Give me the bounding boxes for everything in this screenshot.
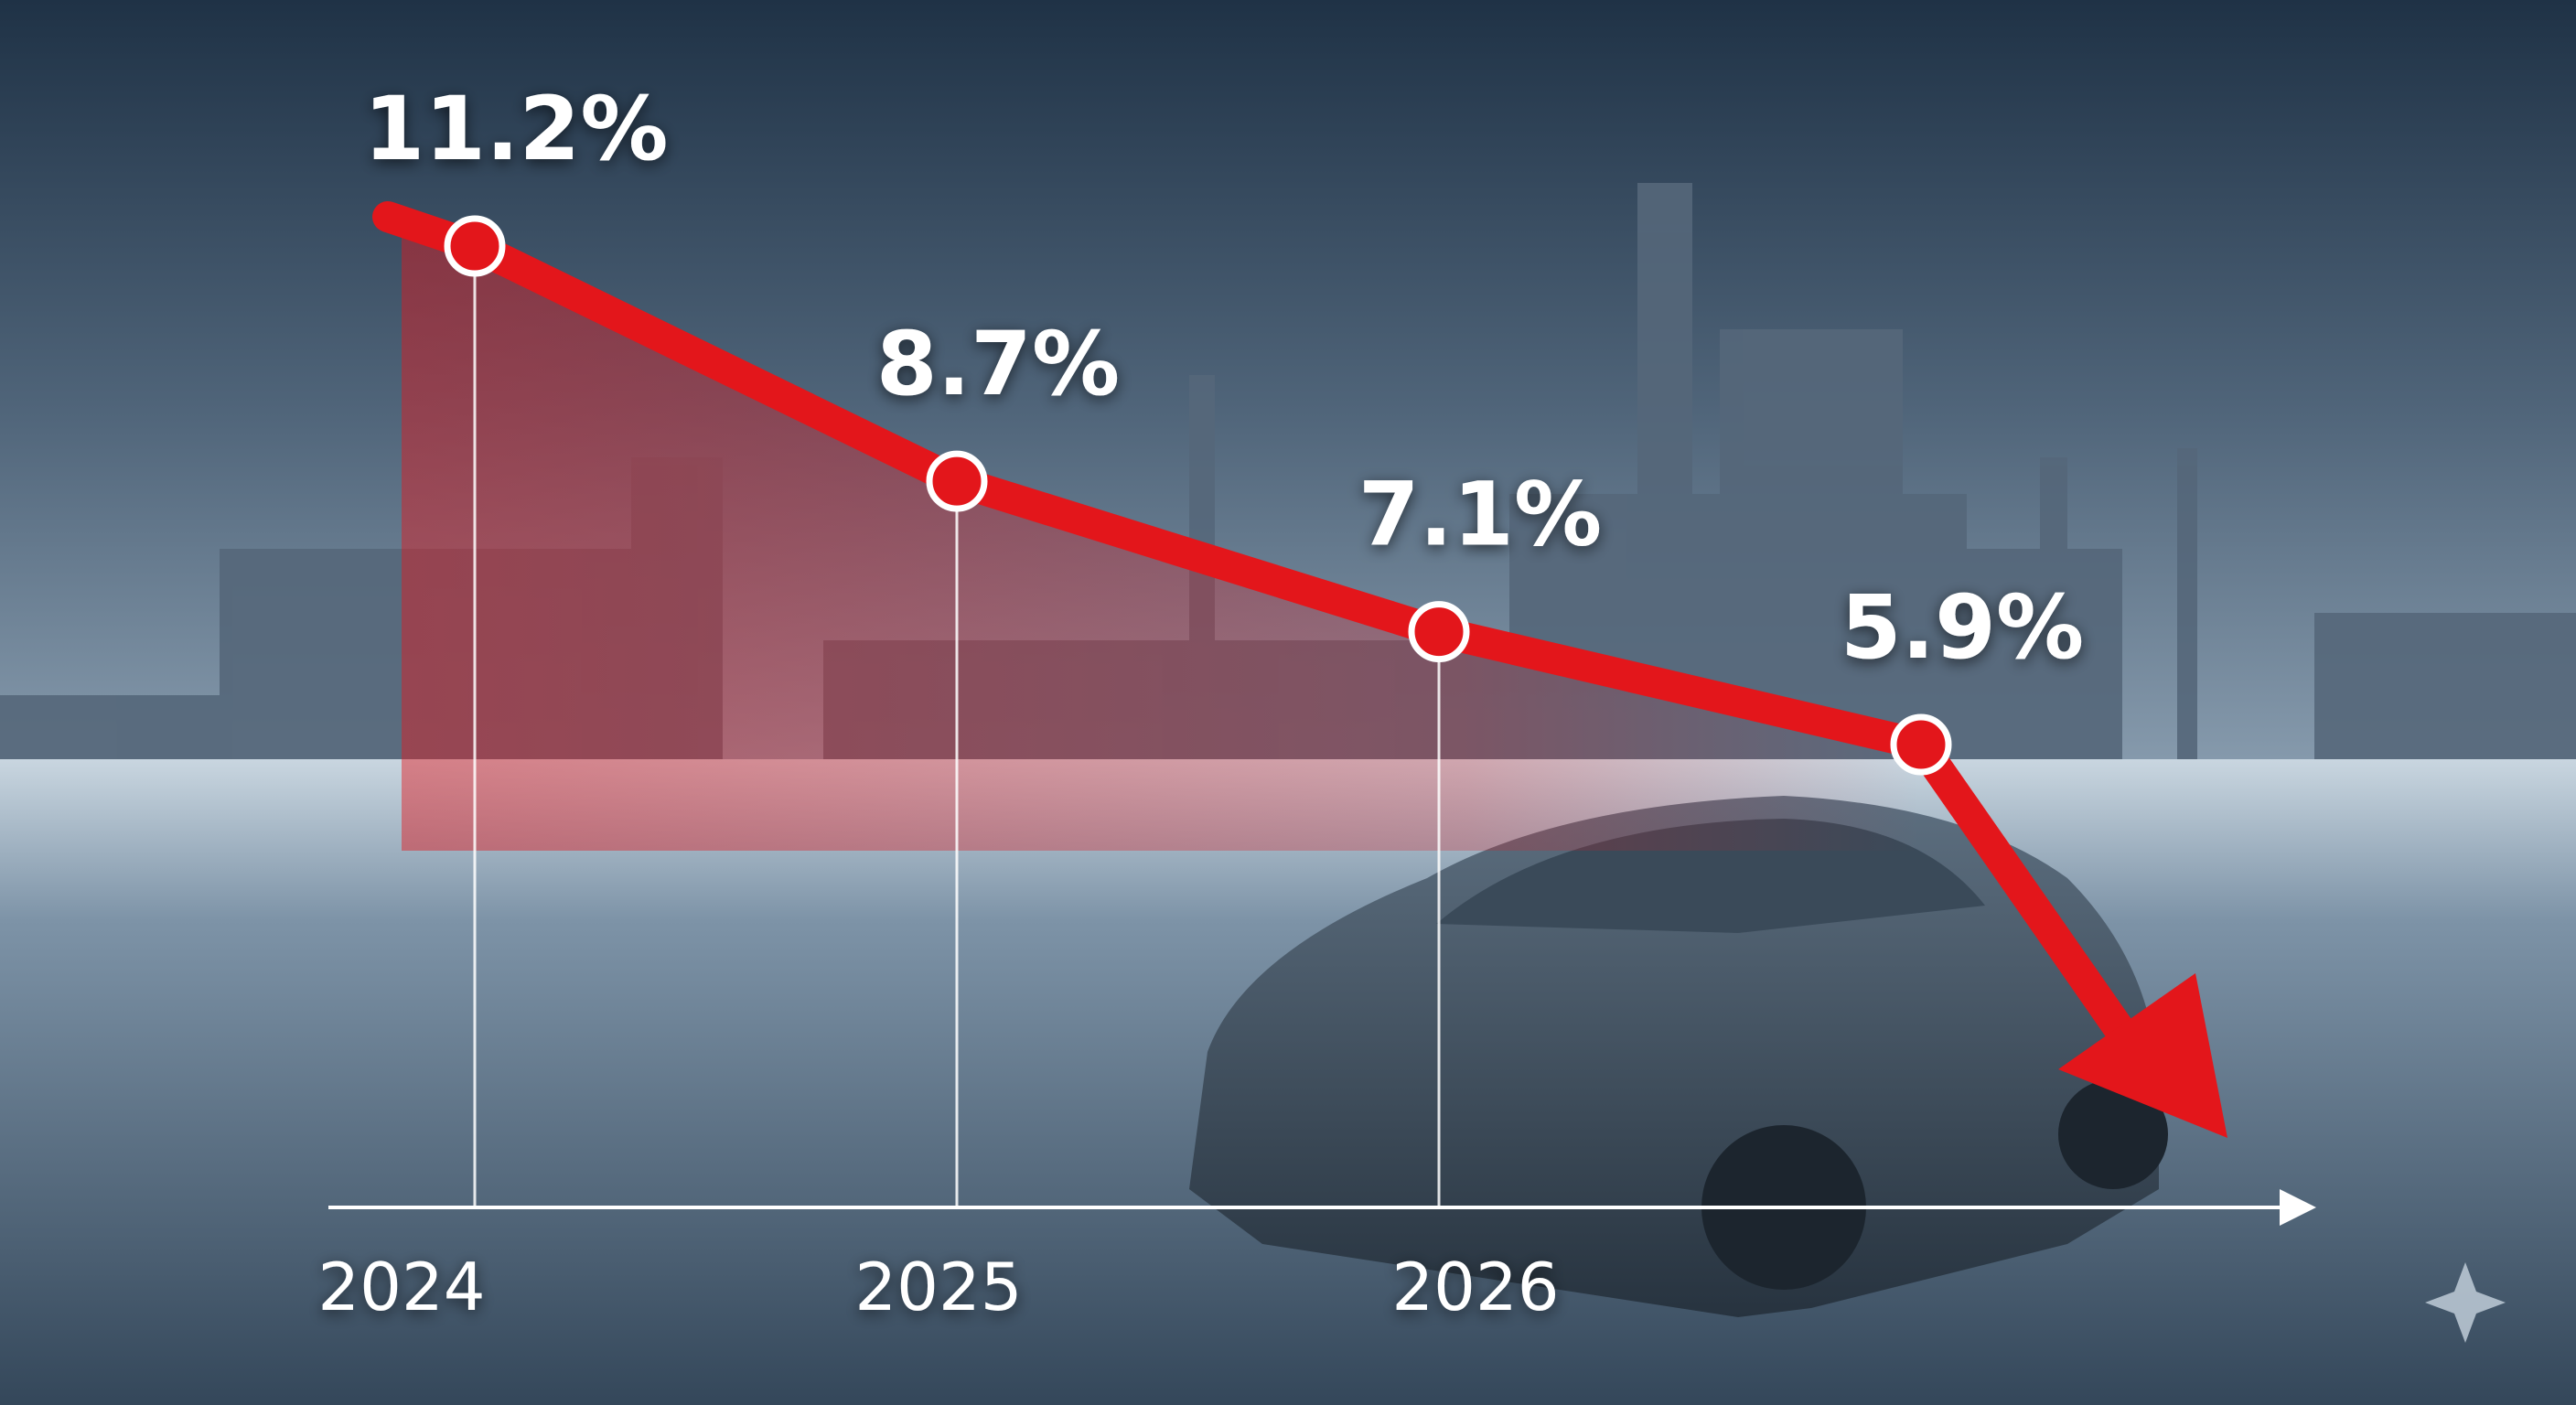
- x-tick-label: 2025: [854, 1249, 1022, 1325]
- x-axis-arrow: [2280, 1189, 2316, 1226]
- x-tick-label: 2024: [317, 1249, 485, 1325]
- value-label: 11.2%: [363, 78, 668, 180]
- trend-line: [467, 231, 1925, 760]
- trend-arrow: [2058, 973, 2227, 1138]
- line-tail: [1908, 735, 2144, 1056]
- value-label: 8.7%: [876, 313, 1120, 415]
- data-point: [1890, 713, 1952, 776]
- area-shade: [402, 209, 1921, 851]
- value-label: 5.9%: [1841, 576, 2084, 679]
- data-point: [1408, 601, 1470, 663]
- sparkle-icon: [2425, 1262, 2506, 1343]
- car: [1189, 796, 2159, 1317]
- data-point: [926, 450, 988, 512]
- plot: 11.2% 2024 8.7% 2025 7.1% 2026 5.9%: [317, 78, 2316, 1325]
- car-wheel: [2058, 1079, 2168, 1189]
- x-tick-label: 2026: [1391, 1249, 1559, 1325]
- data-point: [444, 215, 506, 277]
- value-label: 7.1%: [1358, 464, 1602, 566]
